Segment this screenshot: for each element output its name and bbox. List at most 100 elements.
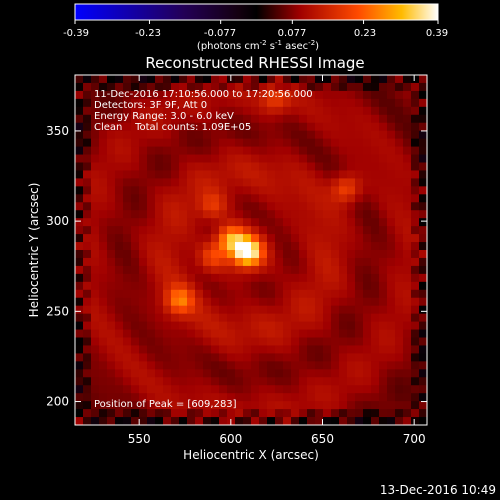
heatmap-cell [243, 162, 252, 171]
heatmap-cell [347, 313, 356, 322]
heatmap-cell [155, 75, 164, 84]
heatmap-cell [363, 226, 372, 235]
heatmap-cell [219, 242, 228, 251]
heatmap-cell [395, 210, 404, 219]
heatmap-cell [291, 337, 300, 346]
heatmap-cell [267, 75, 276, 84]
heatmap-cell [307, 329, 316, 338]
heatmap-cell [171, 106, 180, 116]
heatmap-cell [307, 218, 316, 227]
heatmap-cell [211, 297, 220, 307]
heatmap-cell [139, 393, 148, 402]
heatmap-cell [107, 345, 116, 354]
heatmap-cell [403, 297, 412, 307]
heatmap-cell [235, 257, 244, 267]
heatmap-cell [75, 130, 84, 140]
heatmap-cell [411, 265, 420, 275]
heatmap-cell [243, 345, 252, 354]
heatmap-cell [83, 337, 92, 346]
heatmap-cell [123, 337, 132, 346]
heatmap-cell [411, 242, 420, 251]
heatmap-cell [107, 146, 116, 155]
heatmap-cell [147, 345, 156, 354]
heatmap-cell [395, 377, 404, 386]
heatmap-cell [107, 218, 116, 227]
heatmap-cell [163, 250, 172, 259]
heatmap-cell [147, 250, 156, 259]
heatmap-cell [195, 130, 204, 140]
heatmap-cell [75, 226, 84, 235]
heatmap-cell [235, 369, 244, 378]
heatmap-cell [139, 353, 148, 362]
heatmap-cell [339, 313, 348, 322]
heatmap-cell [211, 226, 220, 235]
heatmap-cell [411, 210, 420, 219]
heatmap-cell [275, 122, 284, 132]
heatmap-cell [83, 401, 92, 410]
heatmap-cell [299, 313, 308, 322]
heatmap-cell [99, 210, 108, 219]
heatmap-cell [163, 361, 172, 370]
annotation-clean-counts: Clean Total counts: 1.09E+05 [94, 122, 251, 133]
heatmap-cell [75, 345, 84, 354]
heatmap-cell [307, 377, 316, 386]
heatmap-cell [331, 154, 340, 163]
heatmap-cell [235, 250, 244, 259]
heatmap-cell [299, 210, 308, 219]
heatmap-cell [363, 329, 372, 338]
heatmap-cell [331, 305, 340, 315]
heatmap-cell [259, 409, 268, 418]
heatmap-cell [195, 305, 204, 315]
heatmap-cell [355, 409, 364, 418]
heatmap-cell [259, 377, 268, 386]
heatmap-cell [171, 393, 180, 402]
heatmap-cell [227, 353, 236, 362]
heatmap-cell [291, 289, 300, 299]
heatmap-cell [379, 242, 388, 251]
heatmap-cell [123, 265, 132, 275]
heatmap-cell [235, 162, 244, 171]
heatmap-cell [123, 297, 132, 307]
heatmap-cell [419, 353, 427, 362]
heatmap-cell [283, 242, 292, 251]
heatmap-cell [299, 154, 308, 163]
heatmap-cell [235, 297, 244, 307]
heatmap-cell [339, 114, 348, 124]
heatmap-cell [163, 265, 172, 275]
heatmap-cell [323, 393, 332, 402]
heatmap-cell [163, 90, 172, 100]
heatmap-cell [323, 90, 332, 100]
heatmap-cell [283, 162, 292, 171]
heatmap-cell [187, 305, 196, 315]
heatmap-cell [211, 353, 220, 362]
heatmap-cell [323, 337, 332, 346]
heatmap-cell [147, 409, 156, 418]
heatmap-cell [395, 226, 404, 235]
heatmap-cell [147, 297, 156, 307]
heatmap-cell [275, 297, 284, 307]
heatmap-cell [243, 234, 252, 243]
heatmap-cell [131, 98, 140, 108]
heatmap-cell [235, 329, 244, 338]
heatmap-cell [123, 178, 132, 187]
heatmap-cell [83, 75, 92, 84]
heatmap-cell [291, 178, 300, 187]
heatmap-cell [163, 178, 172, 187]
heatmap-cell [331, 234, 340, 243]
heatmap-cell [339, 75, 348, 84]
heatmap-cell [347, 289, 356, 299]
peak-position-label: Position of Peak = [609,283] [94, 399, 237, 410]
heatmap-cell [107, 409, 116, 418]
heatmap-cell [203, 154, 212, 163]
heatmap-cell [283, 210, 292, 219]
heatmap-cell [299, 401, 308, 410]
heatmap-cell [339, 281, 348, 291]
heatmap-cell [147, 186, 156, 195]
heatmap-cell [235, 178, 244, 187]
heatmap-cell [147, 337, 156, 346]
heatmap-cell [115, 218, 124, 227]
heatmap-cell [83, 250, 92, 259]
heatmap-cell [195, 281, 204, 291]
heatmap-cell [251, 297, 260, 307]
heatmap-cell [227, 138, 236, 147]
